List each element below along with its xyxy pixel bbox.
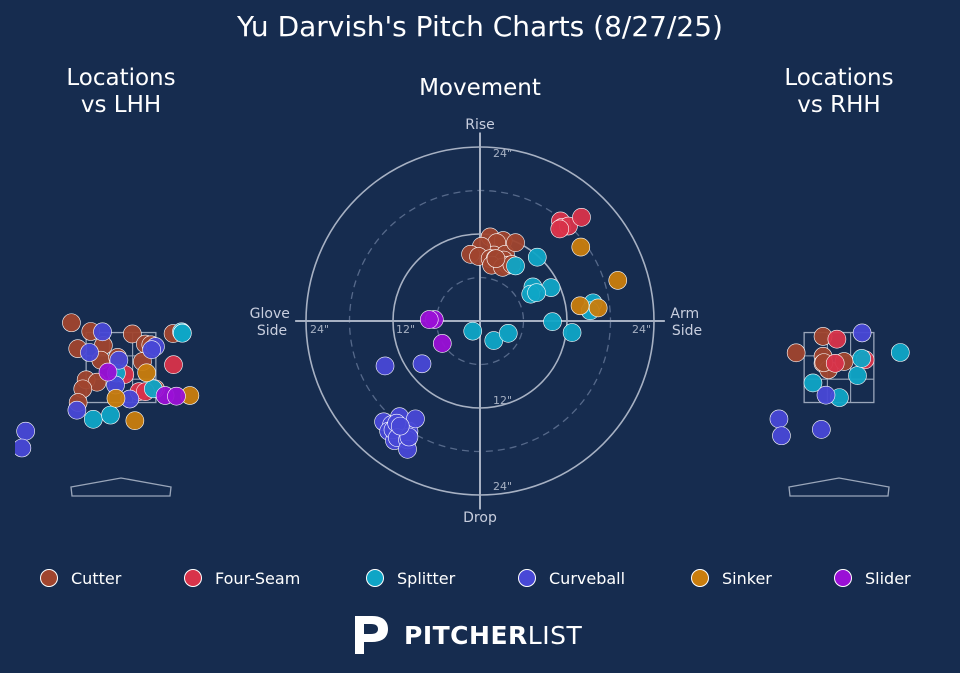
rhh-panel-title: Locations vs RHH <box>784 65 894 118</box>
movement-pitch-splitter <box>527 247 547 267</box>
legend-label: Four-Seam <box>215 568 301 588</box>
brand-bold: PITCHER <box>404 620 528 650</box>
rhh-pitch-splitter <box>891 343 910 362</box>
movement-pitch-four-seam <box>550 219 570 239</box>
lhh-pitch-splitter <box>101 405 120 425</box>
movement-pitch-splitter <box>562 323 582 342</box>
glove-side-line1: Glove <box>250 306 290 322</box>
legend-item-cutter: Cutter <box>40 566 121 590</box>
movement-pitch-splitter <box>506 256 525 276</box>
rhh-home-plate <box>788 477 890 497</box>
movement-pitch-splitter <box>527 283 546 303</box>
movement-pitch-four-seam <box>572 208 591 227</box>
rhh-pitch-curveball <box>852 323 872 343</box>
movement-ring-label: 12" <box>396 323 415 336</box>
brand-light: LIST <box>527 620 583 650</box>
movement-pitch-curveball <box>390 416 410 436</box>
legend-swatch <box>366 569 384 587</box>
lhh-pitch-curveball <box>93 322 112 342</box>
movement-pitch-splitter <box>498 324 518 343</box>
movement-pitch-sinker <box>570 296 590 316</box>
arm-side-line1: Arm <box>670 306 699 322</box>
movement-pitch-splitter <box>463 321 483 341</box>
lhh-pitch-curveball <box>67 400 87 420</box>
legend-label: Sinker <box>722 568 772 588</box>
movement-panel-title: Movement <box>419 75 541 101</box>
lhh-pitch-cutter <box>62 313 81 333</box>
lhh-pitch-slider <box>98 362 118 382</box>
lhh-pitch-sinker <box>106 389 126 408</box>
movement-pitch-cutter <box>506 233 525 252</box>
rhh-pitch-splitter <box>852 349 871 368</box>
lhh-pitch-splitter <box>173 323 192 343</box>
arm-side-label: Arm Side <box>670 306 703 339</box>
legend-swatch <box>691 569 709 587</box>
legend-swatch <box>40 569 58 587</box>
glove-side-line2: Side <box>257 323 287 339</box>
brand-wordmark: PITCHERLIST <box>404 621 582 650</box>
rhh-pitch-cutter <box>786 343 806 363</box>
legend-item-slider: Slider <box>834 566 911 590</box>
lhh-pitch-curveball <box>109 350 129 370</box>
rhh-pitch-curveball <box>769 409 789 429</box>
lhh-home-plate <box>70 477 172 497</box>
movement-ring-label: 12" <box>493 394 512 407</box>
lhh-pitch-curveball <box>15 438 32 458</box>
lhh-pitch-four-seam <box>164 355 183 375</box>
lhh-pitch-sinker <box>125 411 145 431</box>
legend-swatch <box>184 569 202 587</box>
legend-label: Splitter <box>397 568 456 588</box>
arm-side-line2: Side <box>672 323 702 339</box>
lhh-pitch-cutter <box>123 324 142 344</box>
rise-label: Rise <box>465 117 495 133</box>
legend-swatch <box>518 569 536 587</box>
glove-side-label: Glove Side <box>250 306 295 339</box>
legend-item-sinker: Sinker <box>691 566 772 590</box>
rhh-location-plot <box>769 323 910 497</box>
movement-ring-label: 24" <box>310 323 329 336</box>
rhh-pitch-splitter <box>803 373 823 393</box>
rhh-pitch-curveball <box>816 385 836 405</box>
lhh-pitch-curveball <box>142 340 161 359</box>
drop-label: Drop <box>463 510 497 526</box>
lhh-pitch-curveball <box>80 343 99 362</box>
lhh-panel-title: Locations vs LHH <box>66 65 176 118</box>
legend-label: Slider <box>865 568 911 588</box>
movement-pitch-curveball <box>412 354 432 374</box>
rhh-pitch-four-seam <box>825 354 845 373</box>
movement-pitch-sinker <box>571 237 591 257</box>
legend-label: Cutter <box>71 568 122 588</box>
pitcherlist-logo-icon <box>355 616 388 654</box>
lhh-pitch-slider <box>167 386 186 406</box>
movement-pitch-slider <box>433 334 452 353</box>
legend-label: Curveball <box>549 568 626 588</box>
lhh-pitch-splitter <box>83 410 103 429</box>
movement-ring-label: 24" <box>493 147 512 160</box>
movement-pitch-curveball <box>375 356 395 376</box>
rhh-pitch-four-seam <box>827 329 847 349</box>
movement-ring-label: 24" <box>632 323 651 336</box>
chart-title: Yu Darvish's Pitch Charts (8/27/25) <box>237 10 723 43</box>
movement-pitch-sinker <box>588 298 608 318</box>
movement-ring-label: 24" <box>493 480 512 493</box>
movement-pitch-cutter <box>486 249 506 268</box>
movement-plot: 24"24"12"24" 12" 24" Rise Drop Glove Side … <box>250 117 703 526</box>
lhh-pitch-sinker <box>137 363 156 383</box>
legend-item-curveball: Curveball <box>518 566 625 590</box>
pitcherlist-brand: PITCHERLIST <box>352 612 582 658</box>
legend-item-four-seam: Four-Seam <box>184 566 300 590</box>
movement-pitch-slider <box>419 310 439 329</box>
lhh-pitch-curveball <box>16 421 35 441</box>
lhh-location-plot <box>15 313 200 497</box>
movement-pitch-splitter <box>543 312 562 332</box>
rhh-pitch-curveball <box>772 426 791 446</box>
legend-item-splitter: Splitter <box>366 566 455 590</box>
movement-pitch-curveball <box>406 409 425 429</box>
legend: Cutter Four-Seam Splitter Curveball Sinker Sl… <box>0 566 960 590</box>
rhh-pitch-curveball <box>812 420 831 439</box>
rhh-pitch-splitter <box>848 366 867 385</box>
movement-pitch-sinker <box>608 271 628 290</box>
legend-swatch <box>834 569 852 587</box>
